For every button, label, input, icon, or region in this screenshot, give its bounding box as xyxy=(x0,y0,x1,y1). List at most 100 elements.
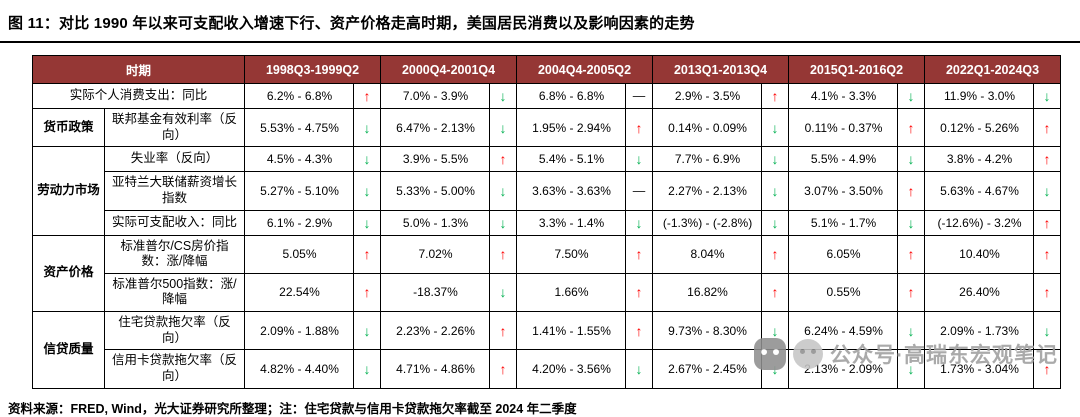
value-cell: 3.9% - 5.5% ↑ xyxy=(380,146,518,173)
cell-value: 7.02% xyxy=(418,247,453,262)
trend-arrow: ↑ xyxy=(1033,147,1060,172)
value-cell: 8.04% ↑ xyxy=(652,234,790,274)
value-cell: 5.5% - 4.9% ↓ xyxy=(788,146,926,173)
row-label: 住宅贷款拖欠率（反向） xyxy=(103,310,246,351)
cell-value: 7.7% - 6.9% xyxy=(674,152,741,167)
table-row: 实际个人消费支出：同比 6.2% - 6.8% ↑ 7.0% - 3.9% ↓ 6.… xyxy=(31,83,1062,109)
row-label: 实际可支配收入：同比 xyxy=(103,209,246,236)
row-label: 联邦基金有效利率（反向） xyxy=(103,107,246,148)
group-label: 劳动力市场 xyxy=(32,146,105,236)
value-cell: 6.05% ↑ xyxy=(788,234,926,274)
value-cell: 4.5% - 4.3% ↓ xyxy=(244,146,382,173)
cell-value: 6.2% - 6.8% xyxy=(266,89,333,103)
value-cell: 9.73% - 8.30% ↓ xyxy=(652,310,790,351)
cell-value: (-1.3%) - (-2.8%) xyxy=(662,215,753,230)
trend-arrow: ↑ xyxy=(897,273,924,311)
trend-arrow: ↓ xyxy=(489,109,516,147)
cell-value: 2.67% - 2.45% xyxy=(668,361,747,376)
value-cell: 10.40% ↑ xyxy=(924,234,1062,274)
row-label: 标准普尔/CS房价指数：涨/降幅 xyxy=(103,234,246,274)
cell-value: 8.04% xyxy=(690,247,725,262)
cell-value: 5.05% xyxy=(282,247,317,262)
value-cell: 26.40% ↑ xyxy=(924,272,1062,313)
table-row: 货币政策 联邦基金有效利率（反向） 5.53% - 4.75% ↓ 6.47% -… xyxy=(32,107,1062,148)
value-cell: (-12.6%) - 3.2% ↑ xyxy=(924,209,1062,236)
title-divider xyxy=(0,41,1080,43)
value-cell: 3.63% - 3.63% — xyxy=(516,171,654,211)
table-row: 资产价格 标准普尔/CS房价指数：涨/降幅 5.05% ↑ 7.02% ↑ 7.50… xyxy=(32,234,1062,312)
cell-value: 2.23% - 2.26% xyxy=(396,323,475,338)
trend-arrow: — xyxy=(625,84,652,108)
trend-arrow: ↓ xyxy=(353,147,380,172)
value-cell: 6.47% - 2.13% ↓ xyxy=(380,107,518,148)
table-row: 亚特兰大联储薪资增长指数 5.27% - 5.10% ↓ 5.33% - 5.00… xyxy=(33,171,1062,211)
cell-value: 2.09% - 1.73% xyxy=(940,323,1019,338)
cell-value: 6.1% - 2.9% xyxy=(266,215,333,230)
trend-arrow: ↑ xyxy=(1033,210,1060,235)
value-cell: 11.9% - 3.0% ↓ xyxy=(924,83,1062,109)
cell-value: (-12.6%) - 3.2% xyxy=(937,215,1022,230)
value-cell: 5.1% - 1.7% ↓ xyxy=(788,209,926,236)
value-cell: 1.95% - 2.94% ↑ xyxy=(516,107,654,148)
cell-value: 22.54% xyxy=(279,285,320,300)
cell-value: 0.55% xyxy=(826,285,861,300)
value-cell: -18.37% ↓ xyxy=(380,272,518,313)
cell-value: 4.20% - 3.56% xyxy=(532,361,611,376)
period-header-cell: 时期 xyxy=(31,55,246,84)
cell-value: 5.27% - 5.10% xyxy=(260,183,339,198)
value-cell: 2.27% - 2.13% ↓ xyxy=(652,171,790,211)
trend-arrow: — xyxy=(625,172,652,210)
cell-value: 1.66% xyxy=(554,285,589,300)
cell-value: 11.9% - 3.0% xyxy=(943,89,1016,103)
cell-value: 1.41% - 1.55% xyxy=(532,323,611,338)
trend-arrow: ↓ xyxy=(1033,84,1060,108)
trend-arrow: ↑ xyxy=(489,147,516,172)
source-note: 资料来源：FRED, Wind，光大证券研究所整理；注：住宅贷款与信用卡贷款拖欠… xyxy=(8,401,577,416)
value-cell: 22.54% ↑ xyxy=(244,272,382,313)
cell-value: 5.33% - 5.00% xyxy=(396,183,475,198)
value-cell: 5.0% - 1.3% ↓ xyxy=(380,209,518,236)
cell-value: 9.73% - 8.30% xyxy=(668,323,747,338)
value-cell: 6.8% - 6.8% — xyxy=(516,83,654,109)
cell-value: 4.1% - 3.3% xyxy=(810,89,877,103)
value-cell: 7.50% ↑ xyxy=(516,234,654,274)
table-container: 时期 1998Q3-1999Q2 2000Q4-2001Q4 2004Q4-20… xyxy=(31,55,1062,389)
figure-title: 图 11：对比 1990 年以来可支配收入增速下行、资产价格走高时期，美国居民消… xyxy=(8,15,695,32)
cell-value: 7.0% - 3.9% xyxy=(402,89,469,103)
value-cell: 1.41% - 1.55% ↑ xyxy=(516,310,654,351)
cell-value: 7.50% xyxy=(554,247,589,262)
column-header: 2000Q4-2001Q4 xyxy=(380,55,518,84)
trend-arrow: ↓ xyxy=(897,84,924,108)
value-cell: 2.09% - 1.73% ↓ xyxy=(924,310,1062,351)
trend-arrow: ↓ xyxy=(489,210,516,235)
cell-value: 1.95% - 2.94% xyxy=(532,120,611,135)
value-cell: 2.23% - 2.26% ↑ xyxy=(380,310,518,351)
cell-value: 4.82% - 4.40% xyxy=(260,361,339,376)
value-cell: 7.0% - 3.9% ↓ xyxy=(380,83,518,109)
cell-value: 0.14% - 0.09% xyxy=(668,120,747,135)
trend-arrow: ↑ xyxy=(1033,350,1060,388)
cell-value: 4.71% - 4.86% xyxy=(396,361,475,376)
value-cell: 5.27% - 5.10% ↓ xyxy=(244,171,382,211)
comparison-table: 时期 1998Q3-1999Q2 2000Q4-2001Q4 2004Q4-20… xyxy=(31,55,1062,389)
trend-arrow: ↓ xyxy=(897,147,924,172)
group-label: 货币政策 xyxy=(32,107,105,148)
trend-arrow: ↓ xyxy=(761,312,788,350)
cell-value: 2.9% - 3.5% xyxy=(674,89,741,103)
value-cell: 1.66% ↑ xyxy=(516,272,654,313)
trend-arrow: ↓ xyxy=(897,312,924,350)
trend-arrow: ↑ xyxy=(625,235,652,273)
cell-value: 26.40% xyxy=(959,285,1000,300)
table-row: 标准普尔500指数：涨/降幅 22.54% ↑ -18.37% ↓ 1.66% ↑ 1… xyxy=(33,272,1062,313)
cell-value: 3.63% - 3.63% xyxy=(532,183,611,198)
trend-arrow: ↓ xyxy=(761,109,788,147)
value-cell: 2.9% - 3.5% ↑ xyxy=(652,83,790,109)
value-cell: 2.09% - 1.88% ↓ xyxy=(244,310,382,351)
value-cell: 0.12% - 5.26% ↑ xyxy=(924,107,1062,148)
trend-arrow: ↑ xyxy=(353,273,380,311)
value-cell: 6.2% - 6.8% ↑ xyxy=(244,83,382,109)
trend-arrow: ↓ xyxy=(489,172,516,210)
value-cell: 3.3% - 1.4% ↓ xyxy=(516,209,654,236)
row-label: 标准普尔500指数：涨/降幅 xyxy=(103,272,246,313)
trend-arrow: ↑ xyxy=(489,312,516,350)
